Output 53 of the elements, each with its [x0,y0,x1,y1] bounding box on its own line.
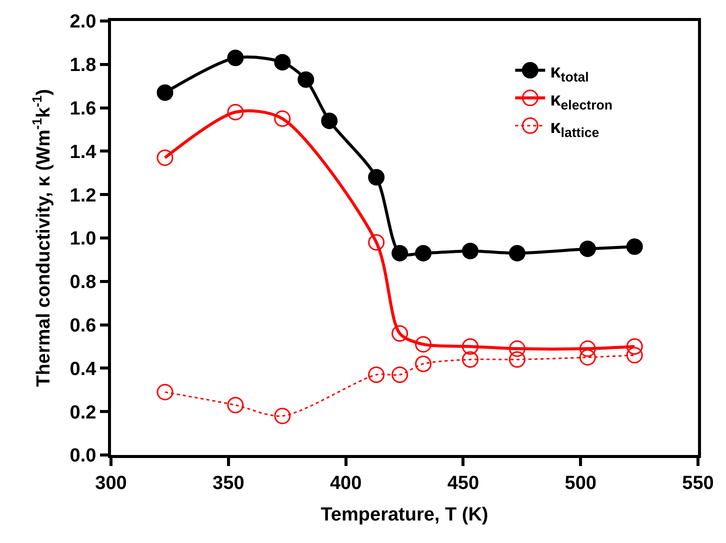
y-tick-label: 1.0 [70,228,96,250]
y-tick-label: 0.6 [70,315,96,336]
point [579,240,596,258]
point [321,112,338,130]
y-tick-label: 2.0 [70,12,96,33]
x-tick-label: 450 [447,472,480,494]
point [368,234,385,251]
point [415,244,432,262]
x-tick-label: 500 [564,472,596,494]
point [274,408,291,424]
y-tick-label: 1.2 [70,185,96,206]
legend-label: κ$_{lattice}$ [550,117,600,140]
point [508,340,526,357]
y-tick-label: 0.8 [70,272,96,294]
point [227,396,244,414]
point [508,351,526,368]
point [508,244,526,262]
legend-label: κ$_{electron}$ [550,89,613,112]
y-tick-label: 1.4 [70,142,97,163]
x-tick-label: 350 [212,472,244,494]
point [156,84,174,101]
point [579,349,596,366]
point [227,104,244,120]
y-tick-label: 0.4 [70,358,97,380]
point [415,336,432,353]
point [392,244,408,262]
point [415,356,432,372]
point [462,351,478,368]
y-tick-label: 1.6 [70,98,96,120]
x-tick-label: 550 [682,472,714,494]
point [626,238,643,255]
y-tick-label: 0.2 [70,402,96,424]
point [298,71,314,88]
point [626,346,643,364]
point [368,168,385,186]
legend-label: κ$_{total}$ [550,62,589,85]
point [156,384,174,400]
point [227,50,244,66]
point [274,110,291,127]
point [368,366,385,383]
point [462,338,478,355]
point [462,242,478,260]
point [626,338,643,355]
y-tick-label: 1.8 [70,55,96,76]
point [274,54,291,70]
x-axis-title: Temperature, T (K) [320,504,488,526]
x-tick-label: 300 [95,472,127,494]
point [579,340,596,357]
point [392,325,408,342]
y-tick-label: 0.0 [70,446,96,467]
point [392,366,408,383]
point [156,149,174,166]
x-tick-label: 400 [330,472,362,494]
